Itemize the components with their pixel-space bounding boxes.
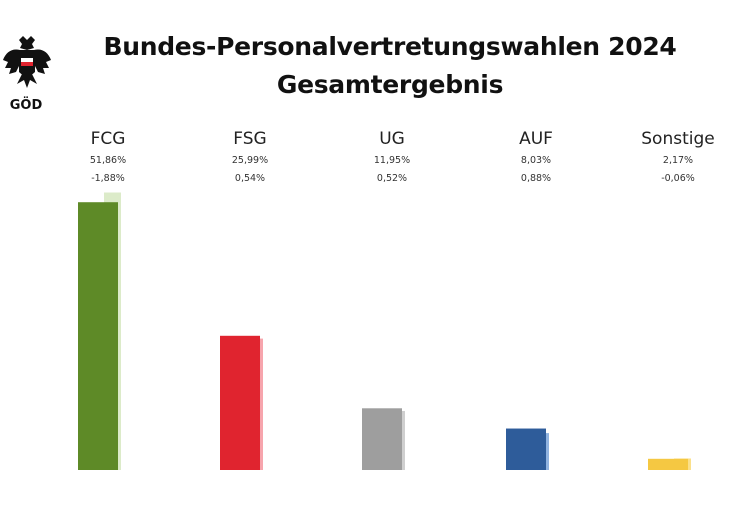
category-label-auf: AUF: [519, 129, 553, 149]
chart-title-line-1: Bundes-Personalvertretungswahlen 2024: [103, 32, 677, 61]
category-label-sonstige: Sonstige: [641, 129, 714, 149]
goed-eagle-logo-icon: [3, 36, 51, 88]
change-label-fsg: 0,54%: [235, 173, 265, 184]
category-label-ug: UG: [379, 129, 405, 149]
change-label-fcg: -1,88%: [91, 173, 125, 184]
value-label-auf: 8,03%: [521, 155, 551, 166]
bar-current-fcg: [78, 202, 118, 471]
value-label-fcg: 51,86%: [90, 155, 126, 166]
value-label-ug: 11,95%: [374, 155, 410, 166]
value-label-fsg: 25,99%: [232, 155, 268, 166]
bar-current-ug: [362, 408, 402, 470]
change-label-sonstige: -0,06%: [661, 173, 695, 184]
category-label-fcg: FCG: [91, 129, 126, 149]
bar-current-sonstige: [648, 458, 688, 470]
bar-current-fsg: [220, 335, 260, 470]
chart-title-line-2: Gesamtergebnis: [276, 70, 504, 99]
change-label-ug: 0,52%: [377, 173, 407, 184]
logo-text: GÖD: [9, 98, 43, 113]
category-label-fsg: FSG: [233, 129, 266, 149]
change-label-auf: 0,88%: [521, 173, 551, 184]
value-label-sonstige: 2,17%: [663, 155, 693, 166]
bar-current-auf: [506, 428, 546, 470]
